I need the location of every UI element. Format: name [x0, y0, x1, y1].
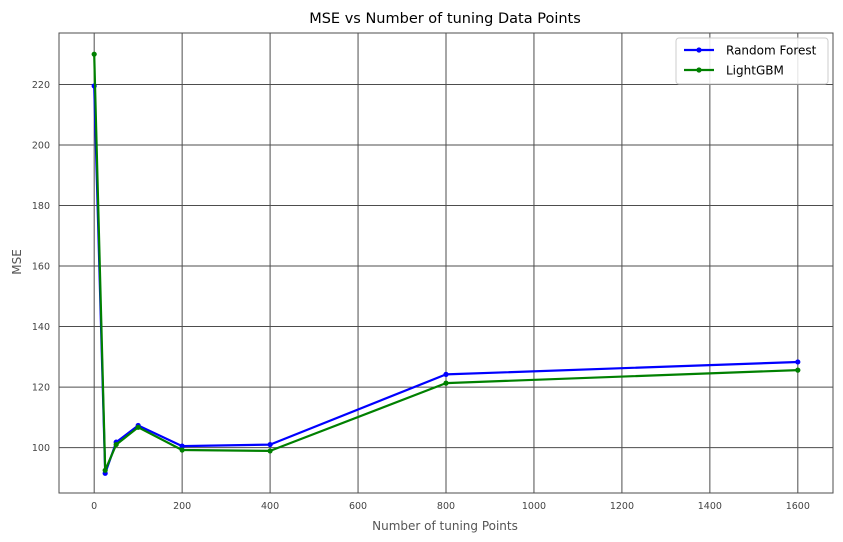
data-point-random-forest — [795, 359, 801, 365]
x-tick-label: 200 — [173, 501, 191, 512]
x-tick-label: 1400 — [698, 501, 722, 512]
data-point-lightgbm — [135, 424, 141, 430]
x-tick-label: 1000 — [522, 501, 546, 512]
tick-labels: 0 200 400 600 800 1000 1200 1400 1600 100 120 140 16… — [32, 80, 810, 512]
y-tick-label: 100 — [32, 443, 50, 454]
data-point-random-forest — [179, 443, 185, 449]
legend-marker-random-forest — [696, 47, 702, 53]
legend-label-random-forest: Random Forest — [726, 44, 817, 58]
data-point-lightgbm — [795, 367, 801, 373]
y-tick-label: 200 — [32, 140, 50, 151]
y-tick-label: 180 — [32, 201, 50, 212]
y-axis-label: MSE — [10, 249, 24, 275]
data-point-lightgbm — [113, 441, 119, 448]
legend-marker-lightgbm — [696, 67, 702, 73]
data-point-lightgbm — [443, 380, 449, 386]
x-tick-label: 1200 — [610, 501, 634, 512]
data-point-random-forest — [443, 371, 449, 377]
grid — [59, 33, 833, 493]
data-point-lightgbm — [267, 448, 273, 454]
x-tick-label: 800 — [437, 501, 455, 512]
y-tick-label: 120 — [32, 383, 50, 394]
data-point-lightgbm — [102, 467, 108, 473]
chart-title: MSE vs Number of tuning Data Points — [309, 11, 581, 27]
x-tick-label: 600 — [349, 501, 367, 512]
x-tick-label: 0 — [91, 501, 97, 512]
series-line-lightgbm — [93, 54, 798, 472]
data-point-random-forest — [267, 441, 273, 448]
x-axis-label: Number of tuning Points — [372, 519, 518, 533]
series-lines — [91, 51, 801, 476]
y-tick-label: 140 — [32, 322, 50, 333]
data-point-lightgbm — [179, 447, 185, 453]
legend-label-lightgbm: LightGBM — [726, 64, 784, 78]
y-tick-label: 160 — [32, 262, 50, 273]
x-tick-label: 1600 — [786, 501, 810, 512]
x-tick-label: 400 — [261, 501, 279, 512]
legend: Random Forest LightGBM — [675, 37, 829, 85]
plot-frame — [58, 32, 834, 494]
y-tick-label: 220 — [32, 80, 50, 91]
data-point-lightgbm — [91, 51, 97, 57]
